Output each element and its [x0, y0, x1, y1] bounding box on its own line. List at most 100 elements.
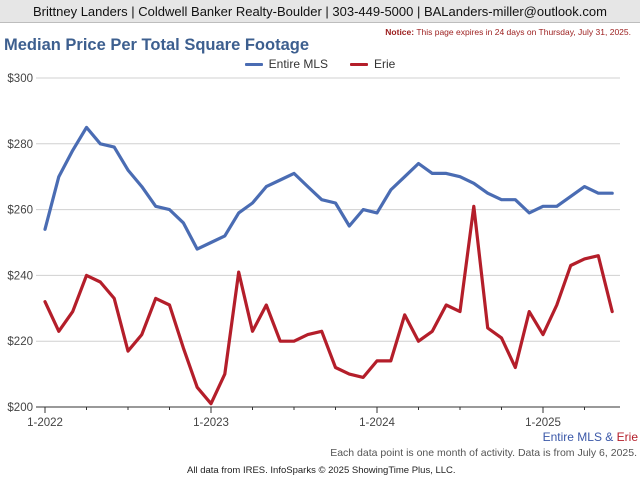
data-point-erie: [168, 304, 171, 306]
x-tick-label: 1-2022: [27, 417, 63, 429]
data-point-erie: [514, 366, 517, 369]
data-point-erie: [85, 274, 88, 277]
data-point-erie: [500, 337, 503, 339]
data-point-mls: [528, 212, 530, 214]
data-point-erie: [251, 330, 254, 333]
legend-swatch-mls: [244, 62, 263, 66]
notice-text: This page expires in 24 days on Thursday…: [416, 27, 631, 37]
data-point-mls: [127, 169, 129, 171]
data-point-erie: [141, 333, 143, 336]
data-point-mls: [154, 205, 157, 208]
data-point-mls: [583, 185, 586, 188]
data-point-erie: [58, 330, 60, 333]
series-legend-footer: Entire MLS & Erie: [543, 430, 638, 444]
expiry-notice: Notice: This page expires in 24 days on …: [385, 27, 631, 37]
data-point-mls: [459, 175, 461, 178]
data-point-erie: [293, 340, 295, 343]
data-point-erie: [320, 330, 323, 333]
data-point-erie: [44, 300, 46, 303]
data-point-erie: [210, 402, 212, 405]
data-point-mls: [569, 195, 572, 198]
data-point-mls: [71, 149, 74, 152]
data-point-mls: [611, 192, 613, 194]
data-point-mls: [556, 205, 558, 208]
data-point-erie: [99, 281, 102, 283]
data-point-mls: [431, 172, 434, 175]
legend-swatch-erie: [350, 62, 368, 66]
data-point-erie: [542, 333, 544, 336]
data-point-mls: [224, 235, 226, 237]
contact-header: Brittney Landers | Coldwell Banker Realt…: [0, 0, 640, 23]
data-point-mls: [348, 225, 351, 227]
data-point-mls: [500, 198, 503, 201]
data-point-mls: [542, 205, 544, 208]
y-tick-label: $240: [7, 270, 33, 282]
data-point-erie: [348, 373, 351, 375]
data-point-erie: [265, 304, 268, 306]
data-point-erie: [486, 327, 489, 329]
data-point-mls: [85, 126, 88, 129]
data-point-erie: [154, 297, 157, 300]
data-point-mls: [390, 189, 392, 191]
data-point-mls: [473, 182, 475, 185]
y-tick-label: $200: [7, 402, 33, 414]
data-point-erie: [569, 264, 572, 267]
data-point-erie: [127, 350, 129, 352]
data-point-erie: [597, 254, 600, 257]
data-source: All data from IRES. InfoSparks © 2025 Sh…: [187, 465, 456, 476]
data-point-erie: [71, 310, 74, 313]
data-point-erie: [279, 340, 281, 343]
data-point-erie: [431, 330, 434, 333]
y-tick-label: $280: [7, 139, 33, 151]
x-tick-label: 1-2023: [193, 417, 229, 429]
data-point-mls: [196, 248, 198, 250]
series-line-mls: [43, 125, 614, 251]
data-point-mls: [265, 185, 268, 188]
data-point-erie: [459, 310, 461, 313]
chart-title: Median Price Per Total Square Footage: [4, 36, 310, 54]
data-point-erie: [376, 360, 378, 362]
data-point-mls: [210, 241, 212, 244]
data-point-mls: [279, 179, 281, 181]
data-point-mls: [182, 221, 185, 224]
data-point-erie: [403, 314, 406, 316]
data-point-mls: [486, 192, 489, 194]
data-point-mls: [334, 202, 337, 204]
data-point-erie: [417, 340, 420, 343]
chart-legend: Entire MLS Erie: [0, 57, 640, 71]
data-point-mls: [417, 162, 420, 165]
data-point-erie: [528, 310, 530, 313]
data-point-mls: [168, 208, 171, 211]
data-point-mls: [445, 172, 447, 175]
data-point-erie: [224, 373, 226, 375]
legend-item-mls[interactable]: Entire MLS: [244, 57, 328, 71]
series-legend-mls: Entire MLS: [542, 430, 602, 444]
data-point-erie: [583, 258, 586, 260]
data-point-mls: [597, 192, 600, 194]
contact-text: Brittney Landers | Coldwell Banker Realt…: [33, 3, 607, 19]
series-legend-amp: &: [605, 430, 614, 444]
data-point-erie: [445, 304, 447, 306]
data-point-erie: [611, 310, 613, 313]
data-point-mls: [320, 198, 323, 201]
data-point-mls: [403, 175, 406, 178]
data-point-mls: [376, 212, 378, 214]
data-point-erie: [362, 376, 364, 379]
data-point-mls: [44, 228, 46, 231]
data-point-erie: [556, 304, 558, 306]
data-point-erie: [307, 333, 309, 336]
data-point-mls: [99, 143, 102, 145]
series-line-erie: [43, 204, 614, 406]
data-point-erie: [182, 346, 185, 349]
data-point-erie: [237, 271, 240, 273]
data-point-erie: [473, 205, 475, 208]
data-point-mls: [251, 202, 254, 204]
legend-label-mls: Entire MLS: [268, 57, 328, 71]
data-point-erie: [390, 360, 392, 362]
notice-label: Notice:: [385, 27, 415, 37]
data-point-mls: [514, 198, 517, 201]
y-tick-label: $260: [7, 205, 33, 217]
data-point-erie: [196, 386, 198, 389]
legend-item-erie[interactable]: Erie: [350, 57, 395, 71]
y-tick-label: $220: [7, 336, 33, 348]
